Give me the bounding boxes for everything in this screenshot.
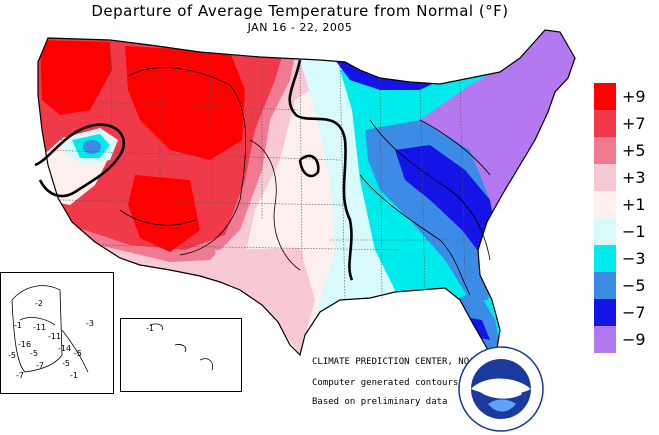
map-date-range: JAN 16 - 22, 2005 [247, 21, 353, 34]
alaska-contour-label: -2 [35, 299, 43, 308]
legend-swatch [594, 164, 616, 191]
logo-text: NOAA [486, 379, 515, 390]
legend-item: −5 [594, 272, 656, 299]
legend-swatch [594, 191, 616, 218]
alaska-contour-label: -16 [18, 340, 32, 349]
alaska-contour-label: -5 [30, 349, 38, 358]
legend-label: −7 [622, 303, 646, 322]
alaska-contour-label: -7 [16, 371, 24, 380]
legend-swatch [594, 110, 616, 137]
legend-label: −3 [622, 249, 646, 268]
hawaii-inset [120, 318, 242, 392]
legend-label: +3 [622, 168, 646, 187]
alaska-contour-label: -3 [86, 319, 94, 328]
legend-item: −9 [594, 326, 656, 353]
legend-item: −7 [594, 299, 656, 326]
alaska-contour-label: -1 [70, 371, 78, 380]
legend-label: +1 [622, 195, 646, 214]
legend-swatch [594, 326, 616, 353]
legend-label: −9 [622, 330, 646, 349]
alaska-contour-label: -14 [58, 344, 72, 353]
legend-item: +3 [594, 164, 656, 191]
legend-item: +7 [594, 110, 656, 137]
legend-swatch [594, 83, 616, 110]
legend-label: +5 [622, 141, 646, 160]
credit-center: CLIMATE PREDICTION CENTER, NOAA [312, 357, 480, 367]
color-legend: +9 +7 +5 +3 +1 −1 −3 −5 −7 −9 [594, 83, 656, 353]
map-title: Departure of Average Temperature from No… [91, 2, 509, 20]
hawaii-contour-label: -1 [146, 324, 154, 333]
legend-label: +9 [622, 87, 646, 106]
legend-swatch [594, 137, 616, 164]
legend-item: +9 [594, 83, 656, 110]
legend-item: −3 [594, 245, 656, 272]
legend-label: +7 [622, 114, 646, 133]
noaa-logo: NOAA [458, 346, 544, 432]
legend-item: +5 [594, 137, 656, 164]
legend-swatch [594, 299, 616, 326]
legend-item: +1 [594, 191, 656, 218]
alaska-contour-label: -5 [74, 349, 82, 358]
legend-swatch [594, 245, 616, 272]
legend-swatch [594, 218, 616, 245]
alaska-contour-label: -7 [36, 361, 44, 370]
alaska-contour-label: -11 [33, 323, 47, 332]
alaska-contour-label: -5 [8, 351, 16, 360]
legend-label: −1 [622, 222, 646, 241]
credit-line-2: Based on preliminary data [312, 397, 448, 407]
alaska-contour-label: -1 [14, 321, 22, 330]
legend-item: −1 [594, 218, 656, 245]
alaska-contour-label: -11 [48, 332, 62, 341]
legend-swatch [594, 272, 616, 299]
legend-label: −5 [622, 276, 646, 295]
credit-line-1: Computer generated contours [312, 378, 459, 388]
temperature-map [11, 29, 576, 373]
alaska-inset [0, 272, 114, 394]
alaska-contour-label: -5 [62, 359, 70, 368]
